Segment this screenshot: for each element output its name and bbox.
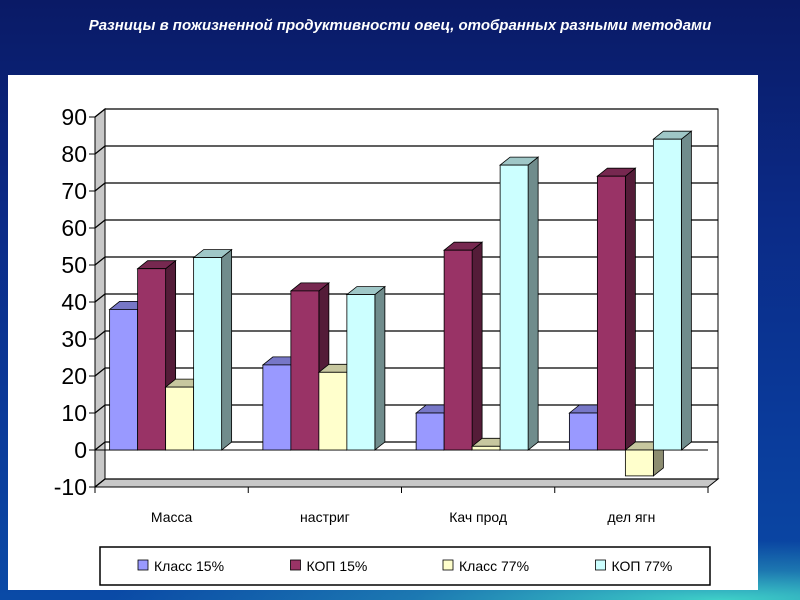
legend-swatch: [442, 559, 454, 571]
legend-swatch: [595, 559, 606, 571]
bar: [109, 308, 139, 451]
chart-panel: -10 0 10 20 30 40 50 60 70 80 90 Масса настриг Кач пр…: [8, 75, 758, 590]
bar-side: [221, 248, 233, 451]
bar: [165, 386, 195, 451]
x-category-label: настриг: [300, 509, 350, 525]
bar: [471, 445, 501, 451]
gridline: [94, 108, 718, 118]
bar-side: [624, 167, 636, 451]
y-tick-label: 50: [61, 252, 87, 278]
y-tick-label: -10: [54, 474, 87, 500]
bar: [262, 364, 292, 451]
bar: [346, 294, 376, 451]
bar-side: [527, 156, 539, 451]
bar: [193, 257, 223, 451]
bar: [596, 175, 626, 451]
y-tick-label: 90: [61, 104, 87, 130]
bar: [499, 164, 529, 451]
legend-swatch: [290, 559, 301, 571]
bar: [318, 371, 348, 451]
bar: [415, 412, 445, 451]
gridline: [94, 478, 718, 488]
legend-label: Класс 77%: [459, 558, 529, 574]
bar-side: [471, 241, 483, 451]
bar: [652, 138, 682, 451]
x-category-label: Масса: [151, 509, 193, 525]
bar: [443, 249, 473, 451]
y-tick-label: 30: [61, 326, 87, 352]
gridline: [94, 145, 718, 155]
x-category-label: дел ягн: [607, 509, 655, 525]
y-tick-label: 70: [61, 178, 87, 204]
bar-side: [374, 285, 386, 451]
legend-label: КОП 15%: [307, 558, 368, 574]
y-tick-label: 60: [61, 215, 87, 241]
y-tick-label: 40: [61, 289, 87, 315]
y-tick-label: 20: [61, 363, 87, 389]
bar: [624, 449, 654, 477]
y-tick-label: 0: [74, 437, 87, 463]
plot-floor: [93, 478, 720, 488]
bar-chart: -10 0 10 20 30 40 50 60 70 80 90 Масса настриг Кач пр…: [54, 104, 720, 586]
y-tick-label: 80: [61, 141, 87, 167]
bar: [568, 412, 598, 451]
legend-label: КОП 77%: [612, 558, 673, 574]
legend-label: Класс 15%: [154, 558, 224, 574]
y-tick-label: 10: [61, 400, 87, 426]
slide-title: Разницы в пожизненной продуктивности ове…: [88, 17, 712, 34]
bar: [290, 290, 320, 451]
bar-side: [680, 130, 692, 451]
legend-box: [99, 546, 711, 586]
legend-swatch: [137, 559, 149, 571]
bar: [137, 268, 167, 451]
x-category-label: Кач прод: [449, 509, 507, 525]
